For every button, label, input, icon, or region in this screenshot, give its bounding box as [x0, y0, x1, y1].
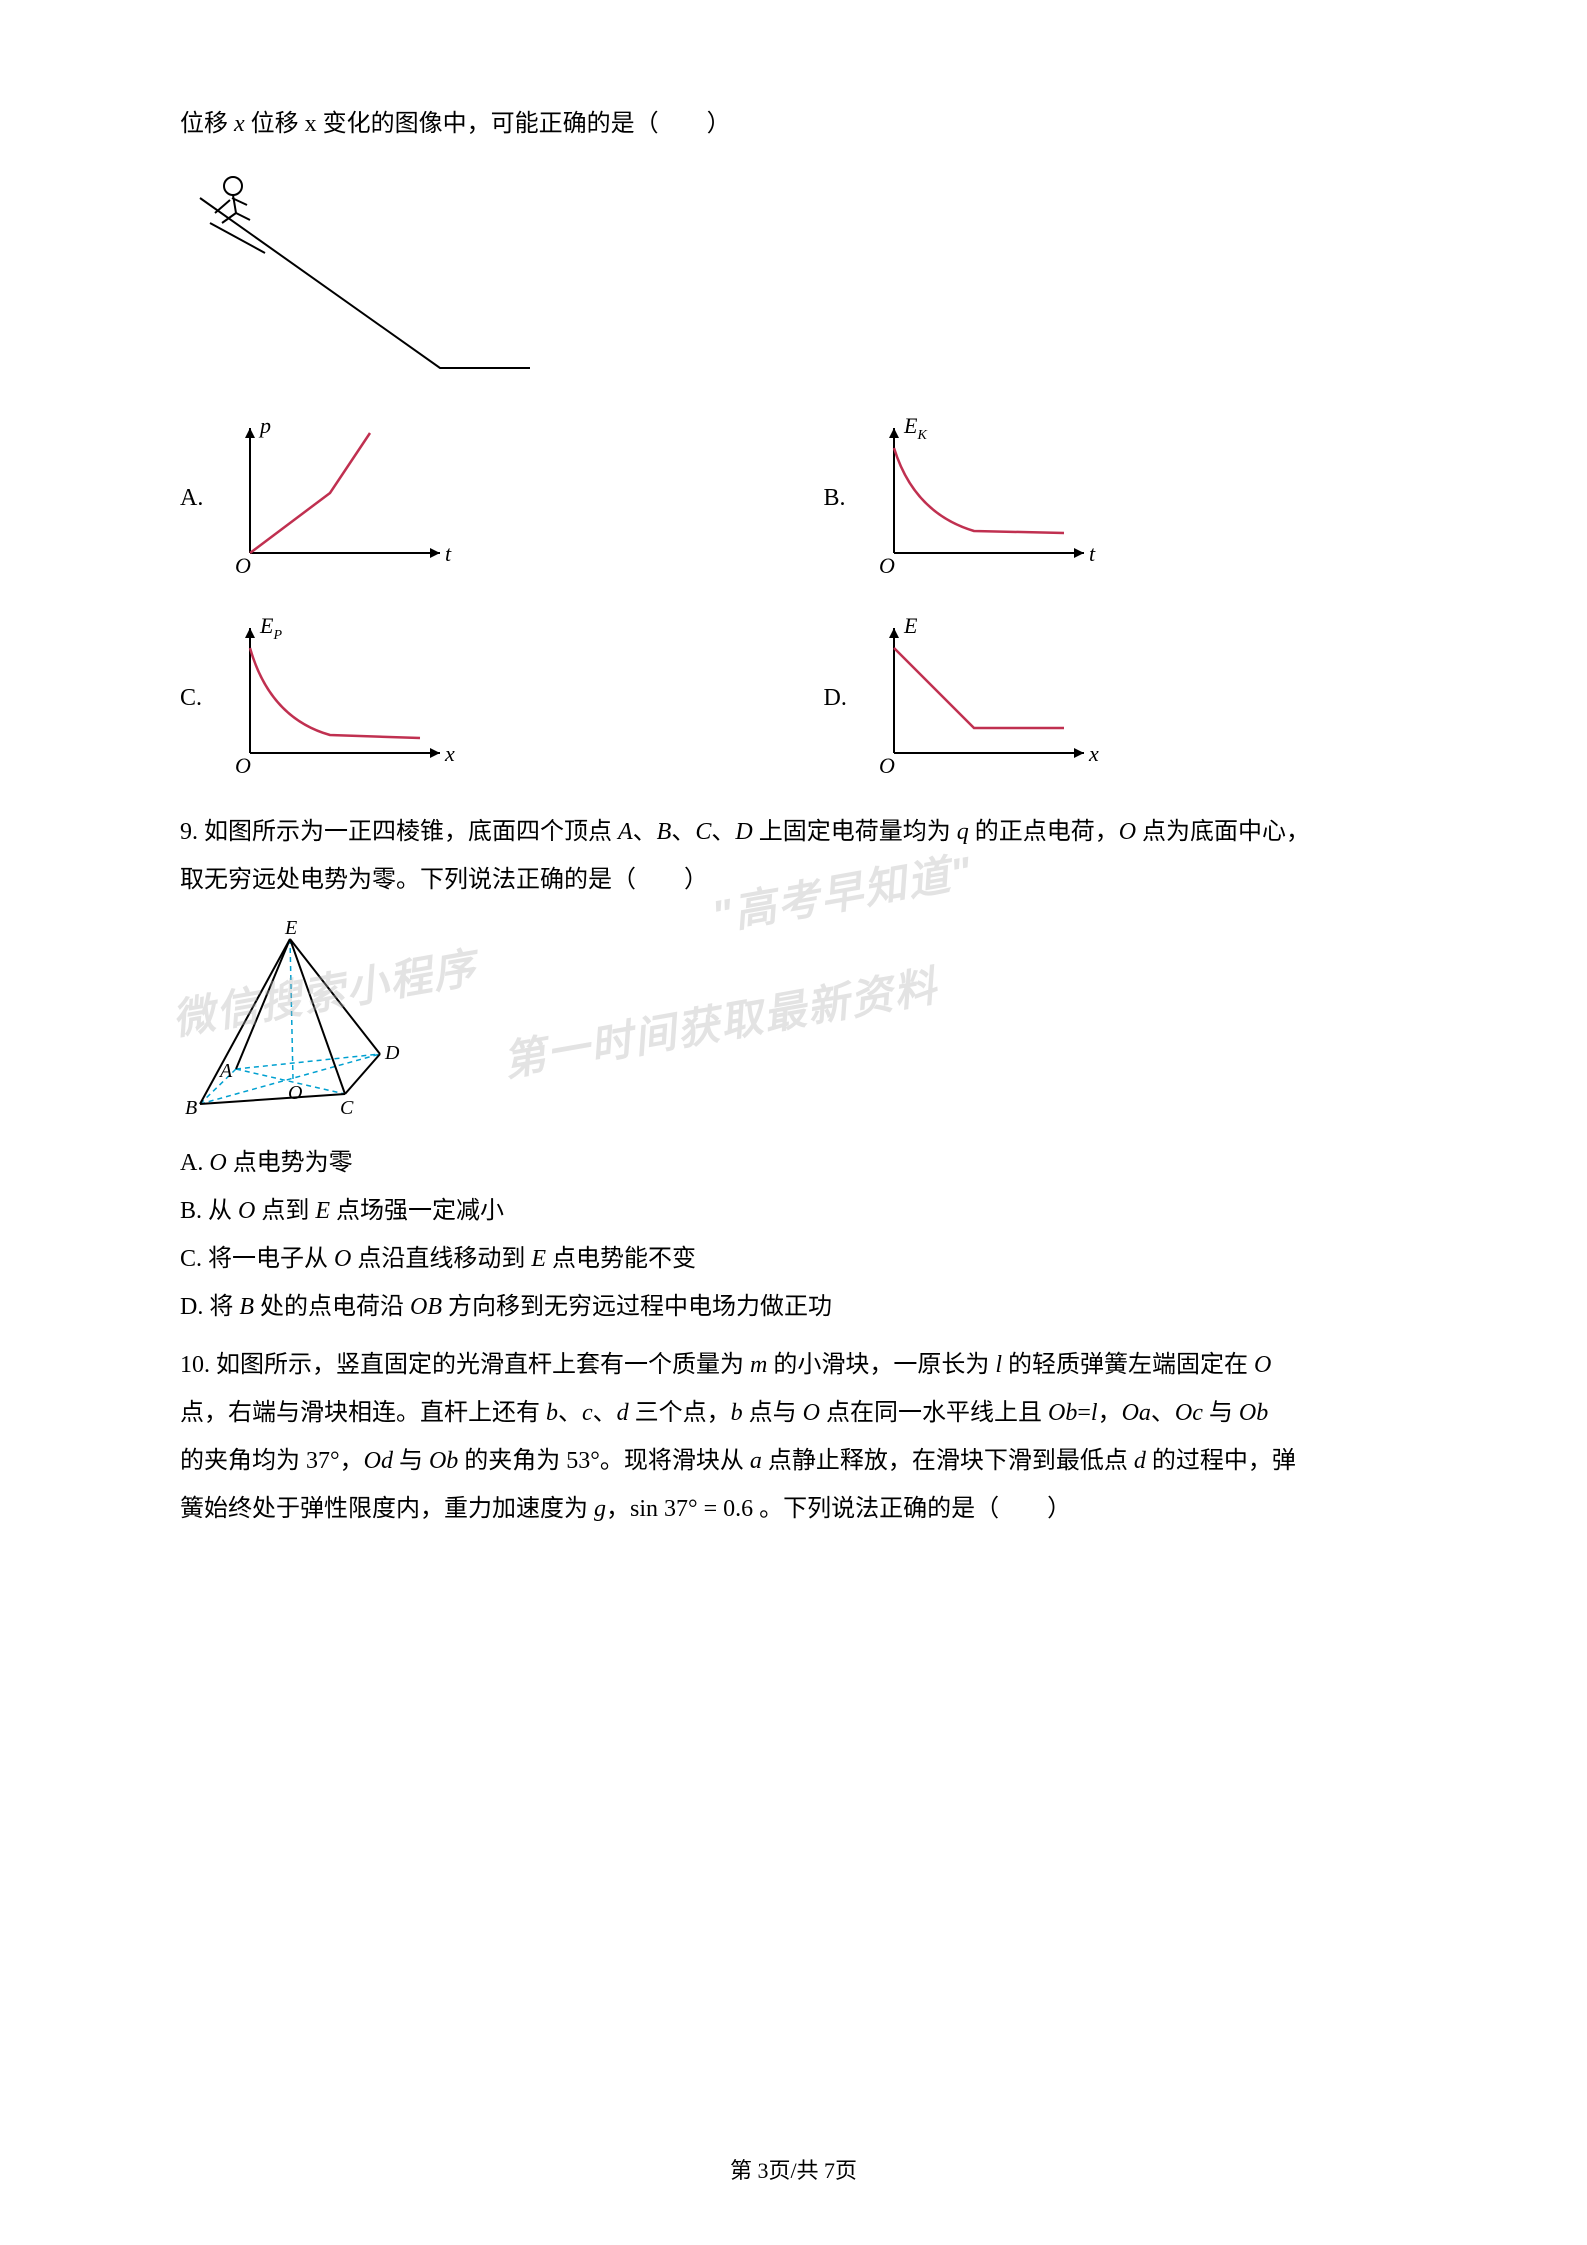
label-a: A [218, 1060, 233, 1082]
q8-intro: 位移 x 位移 x 变化的图像中，可能正确的是（ ） [180, 100, 1407, 148]
label-b: B [185, 1097, 197, 1119]
q8-option-a: A. p t O [180, 413, 764, 583]
q9-pyramid-diagram: E A B C D O [180, 919, 1407, 1124]
curve-c [250, 648, 420, 738]
q8-option-b: B. EK t O [824, 413, 1408, 583]
skier-body [215, 195, 250, 223]
q9-number: 9. [180, 819, 198, 845]
curve-d [894, 648, 1064, 728]
y-arrow [889, 428, 899, 438]
x-label-c: x [444, 741, 455, 766]
curve-b [894, 448, 1064, 533]
x-label-a: t [445, 541, 452, 566]
chart-a: p t O [220, 413, 470, 583]
x-arrow [430, 548, 440, 558]
edge-ed [290, 939, 380, 1054]
edge-cd [345, 1054, 380, 1094]
origin-c: O [235, 753, 251, 778]
y-label-a: p [258, 413, 271, 438]
label-e: E [284, 919, 297, 939]
q8-intro-text: 位移 x 变化的图像中，可能正确的是（ ） [251, 111, 731, 137]
skier-head [224, 177, 242, 195]
q8-option-c: C. EP x O [180, 613, 764, 783]
curve-a [250, 433, 370, 553]
edge-ad-dashed [236, 1054, 380, 1069]
chart-c: EP x O [220, 613, 470, 783]
q8-skier-diagram [180, 158, 1407, 393]
edge-bc [200, 1094, 345, 1104]
page-footer: 第 3页/共 7页 [0, 2153, 1587, 2185]
label-o: O [288, 1082, 302, 1104]
q9-opt-b: B. 从 O 点到 E 点场强一定减小 [180, 1187, 1407, 1235]
edge-oe-dashed [290, 939, 293, 1079]
y-label-d: E [903, 613, 918, 638]
option-d-label: D. [824, 685, 854, 712]
y-label-c: EP [259, 613, 282, 643]
y-arrow [245, 428, 255, 438]
option-b-label: B. [824, 485, 854, 512]
y-label-b: EK [903, 413, 927, 443]
q10-number: 10. [180, 1352, 210, 1378]
label-c: C [340, 1097, 354, 1119]
q9-line2: 取无穷远处电势为零。下列说法正确的是（ ） [180, 856, 1407, 904]
q8-options-grid: A. p t O B. EK t O [180, 413, 1407, 783]
edge-ec [290, 939, 345, 1094]
x-arrow [430, 748, 440, 758]
q8-option-d: D. E x O [824, 613, 1408, 783]
x-label-d: x [1088, 741, 1099, 766]
option-c-label: C. [180, 685, 210, 712]
edge-eb [200, 939, 290, 1104]
edge-ea [236, 939, 290, 1069]
option-a-label: A. [180, 485, 210, 512]
q9-line1: 9. 如图所示为一正四棱锥，底面四个顶点 A、B、C、D 上固定电荷量均为 q … [180, 808, 1407, 856]
q10-line3: 的夹角均为 37°，Od 与 Ob 的夹角为 53°。现将滑块从 a 点静止释放… [180, 1437, 1407, 1485]
q10-line1: 10. 如图所示，竖直固定的光滑直杆上套有一个质量为 m 的小滑块，一原长为 l… [180, 1341, 1407, 1389]
q9-opt-c: C. 将一电子从 O 点沿直线移动到 E 点电势能不变 [180, 1235, 1407, 1283]
q9-opt-d: D. 将 B 处的点电荷沿 OB 方向移到无穷远过程中电场力做正功 [180, 1283, 1407, 1331]
chart-d: E x O [864, 613, 1114, 783]
x-arrow [1074, 548, 1084, 558]
q10-line4: 簧始终处于弹性限度内，重力加速度为 g，sin 37° = 0.6 。下列说法正… [180, 1485, 1407, 1533]
chart-b: EK t O [864, 413, 1114, 583]
x-label-b: t [1089, 541, 1096, 566]
origin-a: O [235, 553, 251, 578]
origin-d: O [879, 753, 895, 778]
y-arrow [245, 628, 255, 638]
q10-line2: 点，右端与滑块相连。直杆上还有 b、c、d 三个点，b 点与 O 点在同一水平线… [180, 1389, 1407, 1437]
label-d: D [384, 1042, 400, 1064]
q9-opt-a: A. O 点电势为零 [180, 1139, 1407, 1187]
origin-b: O [879, 553, 895, 578]
y-arrow [889, 628, 899, 638]
x-arrow [1074, 748, 1084, 758]
q9-block: 9. 如图所示为一正四棱锥，底面四个顶点 A、B、C、D 上固定电荷量均为 q … [180, 808, 1407, 1331]
slope-line [200, 198, 530, 368]
q10-block: 10. 如图所示，竖直固定的光滑直杆上套有一个质量为 m 的小滑块，一原长为 l… [180, 1341, 1407, 1533]
